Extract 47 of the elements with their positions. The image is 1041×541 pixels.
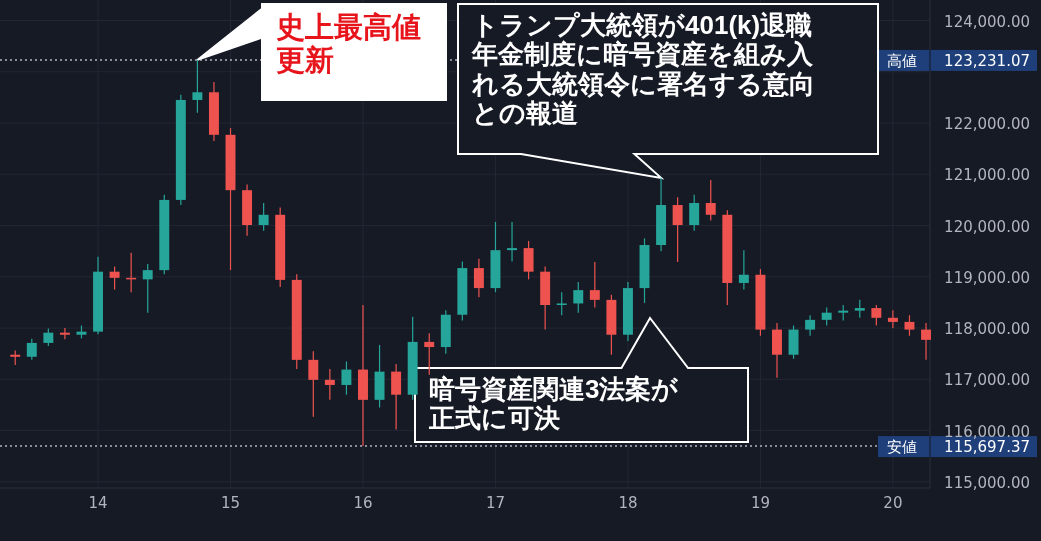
- candlestick: [26, 338, 37, 361]
- candlestick: [324, 368, 335, 401]
- candlestick: [556, 291, 567, 316]
- y-tick-label: 122,000.00: [944, 115, 1030, 134]
- candlestick: [109, 265, 120, 291]
- x-tick-label: 17: [485, 494, 506, 512]
- x-tick-label: 14: [88, 494, 108, 512]
- candlestick: [192, 59, 203, 114]
- x-tick-label: 20: [883, 494, 903, 512]
- candlestick: [424, 332, 435, 376]
- y-tick-label: 118,000.00: [944, 320, 1030, 339]
- candlestick: [705, 179, 716, 222]
- candlestick: [258, 202, 269, 232]
- y-tick-label: 116,000.00: [944, 422, 1030, 441]
- x-tick-label: 15: [220, 494, 241, 512]
- annotation: 暗号資産関連3法案が正式に可決: [428, 374, 680, 434]
- candlestick: [142, 263, 153, 314]
- candlestick: [391, 363, 402, 431]
- x-tick-label: 18: [618, 494, 638, 512]
- annotation: トランプ大統領が401(k)退職年金制度に暗号資産を組み入れる大統領令に署名する意向との報道: [471, 10, 815, 129]
- candlestick: [573, 281, 584, 314]
- candlestick: [921, 322, 931, 361]
- candlestick: [871, 304, 882, 327]
- x-tick-label: 16: [353, 494, 373, 512]
- candlestick: [805, 314, 816, 337]
- candlestick: [689, 194, 700, 232]
- candlestick: [589, 261, 600, 309]
- candlestick: [308, 350, 319, 418]
- candlestick: [473, 258, 484, 298]
- text: 安値 115,697.37: [886, 438, 1030, 457]
- y-tick-label: 117,000.00: [944, 371, 1030, 390]
- y-tick-label: 119,000.00: [944, 268, 1030, 287]
- candlestick: [341, 360, 352, 396]
- y-tick-label: 121,000.00: [944, 166, 1030, 185]
- y-tick-label: 115,000.00: [944, 473, 1030, 492]
- candlestick: [887, 309, 898, 329]
- candlestick: [738, 249, 749, 291]
- y-tick-label: 124,000.00: [944, 12, 1030, 31]
- candlestick: [507, 221, 517, 263]
- candlestick: [59, 327, 70, 340]
- y-tick-label: 120,000.00: [944, 217, 1030, 236]
- candlestick: [904, 314, 915, 337]
- candlestick: [672, 196, 683, 263]
- candlestick: [523, 240, 534, 280]
- x-tick-label: 19: [750, 494, 770, 512]
- annotation: 史上最高値更新: [276, 11, 421, 76]
- text: 高値 123,231.07: [886, 51, 1030, 70]
